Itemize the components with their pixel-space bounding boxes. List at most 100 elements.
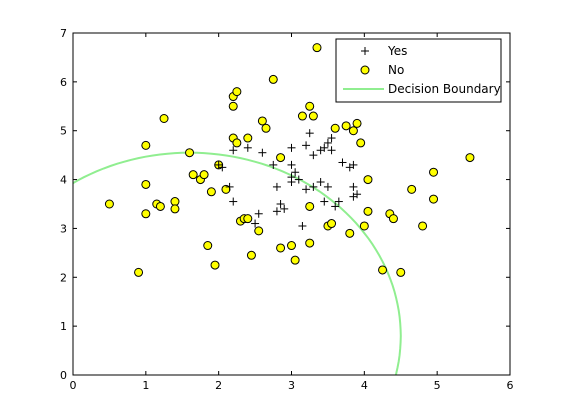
yes-point — [287, 178, 296, 187]
yes-point — [269, 160, 278, 169]
yes-point — [251, 219, 260, 228]
no-point — [243, 133, 253, 143]
yes-point — [302, 185, 311, 194]
y-tick-label: 0 — [60, 369, 67, 382]
no-point — [308, 111, 318, 121]
yes-point — [320, 197, 329, 206]
no-point — [359, 221, 369, 231]
no-point — [287, 241, 296, 251]
no-point — [312, 43, 322, 53]
no-point — [305, 238, 315, 248]
no-point — [356, 138, 366, 148]
no-point — [155, 201, 165, 211]
yes-point — [287, 160, 296, 169]
x-tick-label: 5 — [434, 379, 441, 392]
yes-point — [323, 182, 332, 191]
x-tick-label: 4 — [361, 379, 368, 392]
no-point — [363, 206, 373, 216]
yes-point — [331, 202, 340, 211]
no-point — [170, 197, 180, 207]
no-point — [134, 267, 144, 277]
no-point — [203, 241, 213, 251]
no-point — [170, 204, 180, 214]
yes-point — [258, 148, 267, 157]
yes-point — [302, 141, 311, 150]
yes-point — [320, 143, 329, 152]
no-point — [305, 201, 315, 211]
legend-no-label: No — [388, 63, 404, 77]
no-point — [246, 250, 256, 260]
no-point — [327, 219, 337, 229]
no-point — [232, 87, 242, 97]
no-point — [254, 226, 264, 236]
yes-point — [327, 146, 336, 155]
no-point — [429, 167, 439, 177]
no-point — [345, 228, 355, 238]
no-point — [141, 179, 151, 189]
y-tick-label: 6 — [60, 76, 67, 89]
yes-point — [334, 197, 343, 206]
no-point — [341, 121, 351, 131]
x-tick-label: 2 — [215, 379, 222, 392]
no-point — [276, 243, 286, 253]
yes-point — [327, 134, 336, 143]
yes-point — [323, 138, 332, 147]
no-point — [352, 118, 362, 128]
yes-point — [316, 178, 325, 187]
no-point — [261, 123, 271, 133]
yes-point — [214, 160, 223, 169]
x-tick-label: 0 — [70, 379, 77, 392]
y-tick-label: 7 — [60, 27, 67, 40]
no-point — [257, 116, 267, 126]
data-group — [73, 43, 475, 375]
yes-point — [243, 143, 252, 152]
yes-point — [298, 221, 307, 230]
no-point — [199, 170, 209, 180]
no-point — [418, 221, 428, 231]
no-point — [276, 153, 286, 163]
y-tick-label: 1 — [60, 320, 67, 333]
yes-point — [272, 207, 281, 216]
no-point — [210, 260, 220, 270]
yes-point — [229, 197, 238, 206]
yes-point — [254, 209, 263, 218]
no-point — [429, 194, 439, 204]
no-point — [268, 74, 278, 84]
yes-point — [309, 182, 318, 191]
axes: 0 1 2 3 4 5 6 0 1 2 3 4 5 6 7 — [60, 27, 514, 392]
y-tick-label: 2 — [60, 271, 67, 284]
yes-point — [272, 182, 281, 191]
no-point — [206, 187, 216, 197]
yes-point — [287, 143, 296, 152]
legend-boundary-label: Decision Boundary — [388, 82, 501, 96]
legend-no-symbol — [360, 65, 370, 75]
no-point — [363, 175, 373, 185]
yes-point — [349, 192, 358, 201]
no-point — [305, 101, 315, 111]
no-point — [297, 111, 307, 121]
legend-yes-symbol — [361, 47, 369, 55]
no-point — [159, 114, 169, 123]
no-point — [104, 199, 114, 209]
no-point — [348, 126, 358, 136]
yes-point — [338, 158, 347, 167]
no-point — [243, 214, 253, 224]
yes-point — [294, 175, 303, 184]
y-tick-label: 3 — [60, 222, 67, 235]
no-point — [330, 123, 340, 133]
no-point — [388, 214, 398, 224]
yes-point — [225, 182, 234, 191]
x-tick-label: 6 — [507, 379, 514, 392]
no-point — [465, 153, 475, 163]
y-tick-label: 5 — [60, 125, 67, 138]
yes-point — [276, 200, 285, 208]
yes-point — [349, 160, 358, 169]
yes-point — [309, 151, 318, 160]
no-point — [228, 101, 238, 111]
x-tick-label: 1 — [142, 379, 149, 392]
no-point — [232, 138, 242, 148]
plot-area — [73, 43, 475, 375]
legend-yes-label: Yes — [387, 44, 407, 58]
no-point — [188, 170, 198, 180]
yes-point — [305, 129, 314, 138]
